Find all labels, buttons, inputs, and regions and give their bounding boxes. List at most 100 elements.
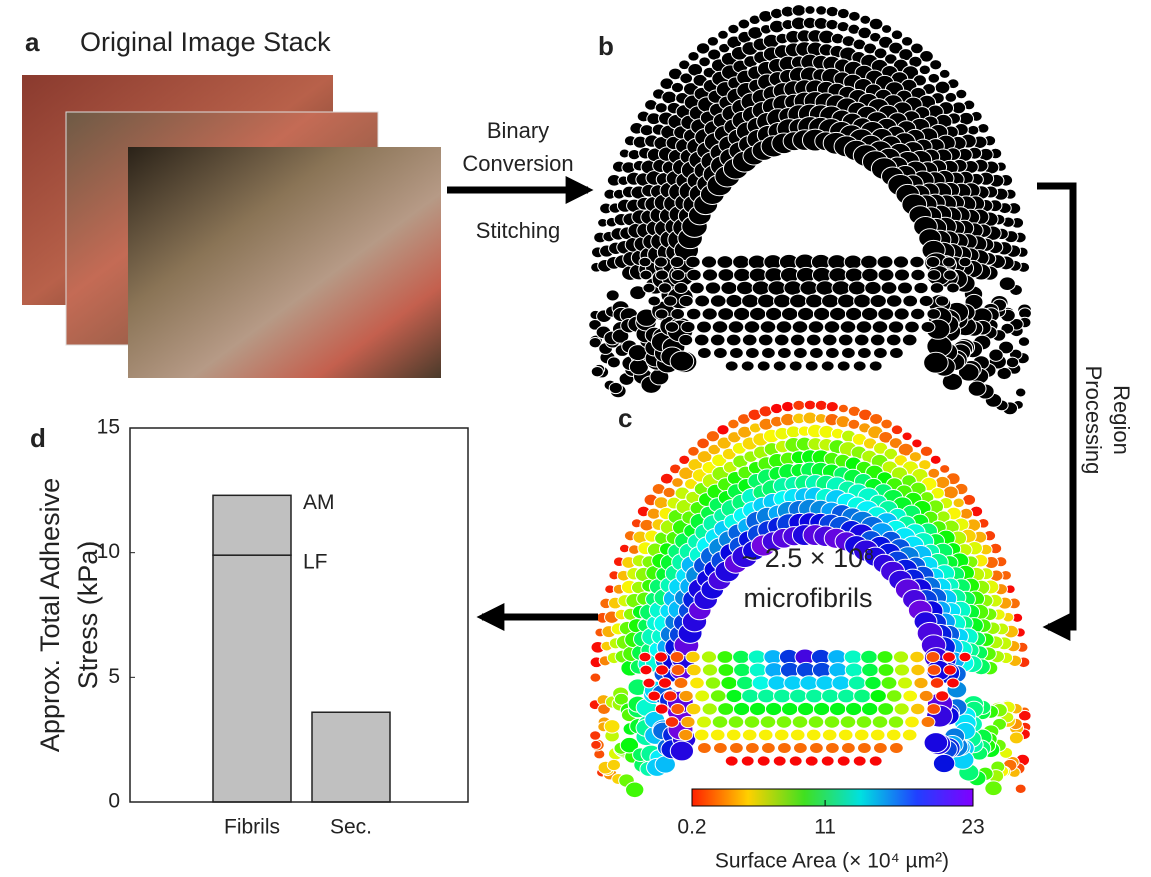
cell: [655, 103, 667, 113]
cell: [840, 321, 856, 333]
cell: [717, 256, 733, 269]
cell: [758, 294, 775, 308]
cell: [725, 361, 738, 371]
annotation: microfibrils: [743, 583, 872, 613]
cell: [978, 123, 989, 133]
cell: [670, 652, 684, 663]
cell: [888, 321, 903, 333]
cell: [886, 729, 901, 741]
cell: [806, 334, 821, 346]
cell: [774, 729, 789, 741]
cell: [800, 676, 818, 691]
cell: [845, 702, 861, 715]
cell: [829, 268, 847, 283]
cell: [870, 729, 885, 741]
cell: [845, 268, 863, 282]
bar-segment: [312, 712, 390, 802]
cell: [936, 691, 949, 702]
cell: [733, 702, 749, 715]
cell: [690, 282, 705, 294]
cell: [698, 347, 712, 358]
cell: [940, 465, 950, 474]
cell: [679, 729, 693, 740]
cell: [881, 677, 897, 690]
cell: [838, 334, 853, 346]
cell: [829, 702, 845, 715]
cell: [609, 382, 622, 393]
cell: [778, 742, 792, 753]
cell: [726, 689, 742, 702]
cell: [590, 673, 601, 682]
cell: [924, 352, 949, 373]
series-label: LF: [303, 551, 328, 574]
cell: [726, 334, 741, 346]
cell: [670, 741, 693, 761]
cell: [679, 295, 693, 306]
cell: [903, 690, 918, 702]
cell: [655, 309, 668, 319]
cell: [664, 691, 677, 702]
cell: [784, 281, 802, 296]
cell: [604, 720, 620, 733]
cell: [828, 255, 846, 270]
cell: [832, 281, 850, 296]
cell: [804, 400, 816, 410]
cell: [607, 357, 620, 368]
cell: [710, 690, 726, 703]
cell: [956, 89, 967, 98]
cell: [686, 308, 700, 320]
cell: [902, 432, 912, 441]
cell: [910, 256, 924, 268]
cell: [947, 678, 960, 688]
cell: [862, 663, 879, 676]
cell: [910, 651, 924, 663]
cell: [905, 321, 920, 333]
cell: [1018, 337, 1029, 347]
cell: [886, 334, 901, 346]
cell: [806, 294, 823, 308]
cell: [760, 716, 776, 728]
cell: [697, 321, 712, 333]
cell: [853, 756, 866, 766]
cell: [672, 478, 684, 488]
cell: [894, 703, 909, 715]
panel-label: b: [598, 31, 614, 61]
cell: [663, 487, 675, 497]
cell: [858, 742, 872, 753]
cell: [822, 729, 837, 741]
cell: [953, 498, 964, 508]
step-label: Region: [1109, 385, 1134, 455]
cell: [671, 665, 685, 676]
cell: [674, 282, 688, 293]
panel-label: a: [25, 27, 40, 57]
cell: [797, 702, 813, 715]
cell: [757, 756, 770, 766]
cell: [728, 24, 739, 34]
cell: [870, 689, 886, 702]
y-tick-label: 5: [108, 665, 120, 688]
cell: [854, 729, 869, 741]
cell: [781, 702, 797, 715]
step-label: Conversion: [462, 151, 573, 176]
cell: [774, 689, 791, 703]
cell: [749, 663, 767, 677]
colorbar: [692, 789, 973, 806]
cell: [822, 689, 839, 703]
cell: [919, 295, 933, 306]
cell: [655, 704, 668, 714]
step-label: Binary: [487, 118, 549, 143]
cell: [869, 361, 882, 371]
cell: [911, 269, 925, 280]
cell: [926, 652, 940, 663]
axes-frame: [130, 428, 468, 802]
cell: [854, 294, 871, 308]
cell: [810, 742, 824, 753]
cell: [792, 5, 806, 16]
cell: [662, 91, 677, 104]
cell: [694, 729, 709, 741]
cell: [760, 321, 776, 333]
cell: [626, 782, 644, 798]
cell: [816, 281, 834, 296]
cell: [714, 742, 728, 753]
image: [128, 147, 441, 378]
